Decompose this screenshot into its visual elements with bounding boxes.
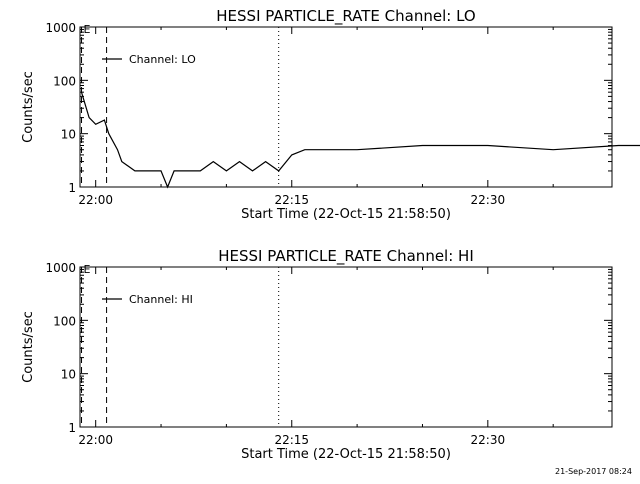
chart-title: HESSI PARTICLE_RATE Channel: HI <box>218 247 474 266</box>
footer-timestamp: 21-Sep-2017 08:24 <box>555 467 632 476</box>
chart-panel-2: HESSI PARTICLE_RATE Channel: HI 22:00 22:1… <box>21 247 640 462</box>
y-axis-label: Counts/sec <box>21 311 36 383</box>
legend-label: Channel: LO <box>129 53 196 66</box>
event-marker-label: E <box>84 23 91 36</box>
x-tick-label: 22:30 <box>471 433 506 447</box>
y-tick-label: 1 <box>68 421 76 435</box>
x-tick-label: 22:00 <box>78 193 113 207</box>
x-axis-label: Start Time (22-Oct-15 21:58:50) <box>241 207 451 222</box>
y-tick-label: 1000 <box>45 21 76 35</box>
y-axis-label: Counts/sec <box>21 71 36 143</box>
y-tick-label: 100 <box>53 314 76 328</box>
x-tick-label: 22:30 <box>471 193 506 207</box>
x-axis-label: Start Time (22-Oct-15 21:58:50) <box>241 447 451 462</box>
x-tick-label: 22:00 <box>78 433 113 447</box>
x-tick-label: 22:15 <box>274 193 309 207</box>
chart-title: HESSI PARTICLE_RATE Channel: LO <box>216 7 475 26</box>
chart-panel-1: HESSI PARTICLE_RATE Channel: LO 22:00 22:1… <box>21 7 640 222</box>
y-tick-label: 10 <box>61 128 76 142</box>
legend-label: Channel: HI <box>129 293 193 306</box>
series-line <box>82 27 640 187</box>
y-tick-label: 10 <box>61 368 76 382</box>
y-tick-label: 100 <box>53 74 76 88</box>
x-tick-label: 22:15 <box>274 433 309 447</box>
plot-frame <box>80 27 612 187</box>
plot-frame <box>80 267 612 427</box>
y-tick-label: 1000 <box>45 261 76 275</box>
event-marker-label: E <box>84 263 91 276</box>
y-tick-label: 1 <box>68 181 76 195</box>
